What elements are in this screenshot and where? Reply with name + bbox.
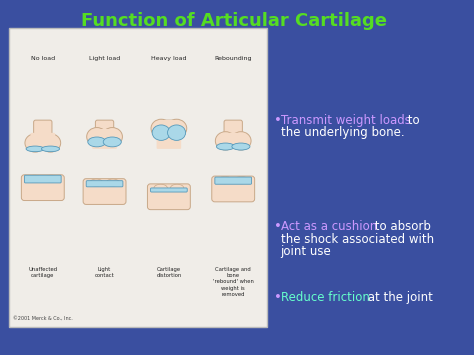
Text: •: • xyxy=(273,291,282,304)
FancyBboxPatch shape xyxy=(25,175,61,183)
Ellipse shape xyxy=(90,179,103,186)
Text: Light
contact: Light contact xyxy=(95,267,114,278)
Text: the underlying bone.: the underlying bone. xyxy=(281,126,404,139)
Text: Act as a cushion: Act as a cushion xyxy=(281,220,377,233)
FancyBboxPatch shape xyxy=(37,135,51,151)
Ellipse shape xyxy=(235,176,248,184)
Ellipse shape xyxy=(154,184,167,192)
Text: Cartilage and
bone
'rebound' when
weight is
removed: Cartilage and bone 'rebound' when weight… xyxy=(213,267,254,297)
Text: the shock associated with: the shock associated with xyxy=(281,233,434,246)
Text: Transmit weight loads: Transmit weight loads xyxy=(281,114,410,127)
Ellipse shape xyxy=(25,134,46,152)
FancyBboxPatch shape xyxy=(86,181,123,187)
FancyBboxPatch shape xyxy=(34,120,52,148)
FancyBboxPatch shape xyxy=(9,28,267,327)
Ellipse shape xyxy=(232,143,250,150)
Text: Function of Articular Cartilage: Function of Articular Cartilage xyxy=(81,12,387,30)
Text: joint use: joint use xyxy=(281,245,331,258)
FancyBboxPatch shape xyxy=(95,120,114,148)
Ellipse shape xyxy=(41,146,60,152)
Ellipse shape xyxy=(152,125,170,140)
Ellipse shape xyxy=(231,132,251,150)
Text: •: • xyxy=(273,114,282,127)
Text: at the joint: at the joint xyxy=(364,291,433,304)
Ellipse shape xyxy=(167,125,186,140)
Ellipse shape xyxy=(40,134,61,152)
Ellipse shape xyxy=(102,127,122,146)
FancyBboxPatch shape xyxy=(228,133,241,149)
FancyBboxPatch shape xyxy=(147,184,191,210)
Ellipse shape xyxy=(103,137,121,147)
Ellipse shape xyxy=(26,146,44,152)
FancyBboxPatch shape xyxy=(215,177,252,184)
FancyBboxPatch shape xyxy=(212,176,255,202)
Ellipse shape xyxy=(166,119,187,137)
Text: to: to xyxy=(404,114,420,127)
Ellipse shape xyxy=(151,119,171,137)
Text: No load: No load xyxy=(31,56,55,61)
FancyBboxPatch shape xyxy=(30,133,55,149)
Text: Heavy load: Heavy load xyxy=(151,56,187,61)
FancyBboxPatch shape xyxy=(151,188,187,192)
FancyBboxPatch shape xyxy=(160,120,178,148)
Ellipse shape xyxy=(106,179,119,186)
FancyBboxPatch shape xyxy=(221,133,246,149)
Text: •: • xyxy=(273,220,282,233)
Text: Reduce friction: Reduce friction xyxy=(281,291,370,304)
Ellipse shape xyxy=(171,184,184,192)
FancyBboxPatch shape xyxy=(99,129,112,145)
FancyBboxPatch shape xyxy=(156,133,181,149)
FancyBboxPatch shape xyxy=(21,175,64,201)
FancyBboxPatch shape xyxy=(224,120,242,148)
Ellipse shape xyxy=(219,176,232,184)
Ellipse shape xyxy=(215,132,236,150)
FancyBboxPatch shape xyxy=(163,120,177,136)
Text: Cartilage
distortion: Cartilage distortion xyxy=(156,267,182,278)
Text: Unaffected
cartilage: Unaffected cartilage xyxy=(28,267,57,278)
Text: Light load: Light load xyxy=(89,56,120,61)
FancyBboxPatch shape xyxy=(83,179,126,204)
Text: Rebounding: Rebounding xyxy=(214,56,252,61)
Ellipse shape xyxy=(45,175,58,182)
Text: to absorb: to absorb xyxy=(371,220,431,233)
Ellipse shape xyxy=(88,137,106,147)
FancyBboxPatch shape xyxy=(92,133,117,149)
Ellipse shape xyxy=(28,175,41,182)
Ellipse shape xyxy=(87,127,107,146)
Ellipse shape xyxy=(217,143,235,150)
Text: ©2001 Merck & Co., Inc.: ©2001 Merck & Co., Inc. xyxy=(13,316,73,321)
